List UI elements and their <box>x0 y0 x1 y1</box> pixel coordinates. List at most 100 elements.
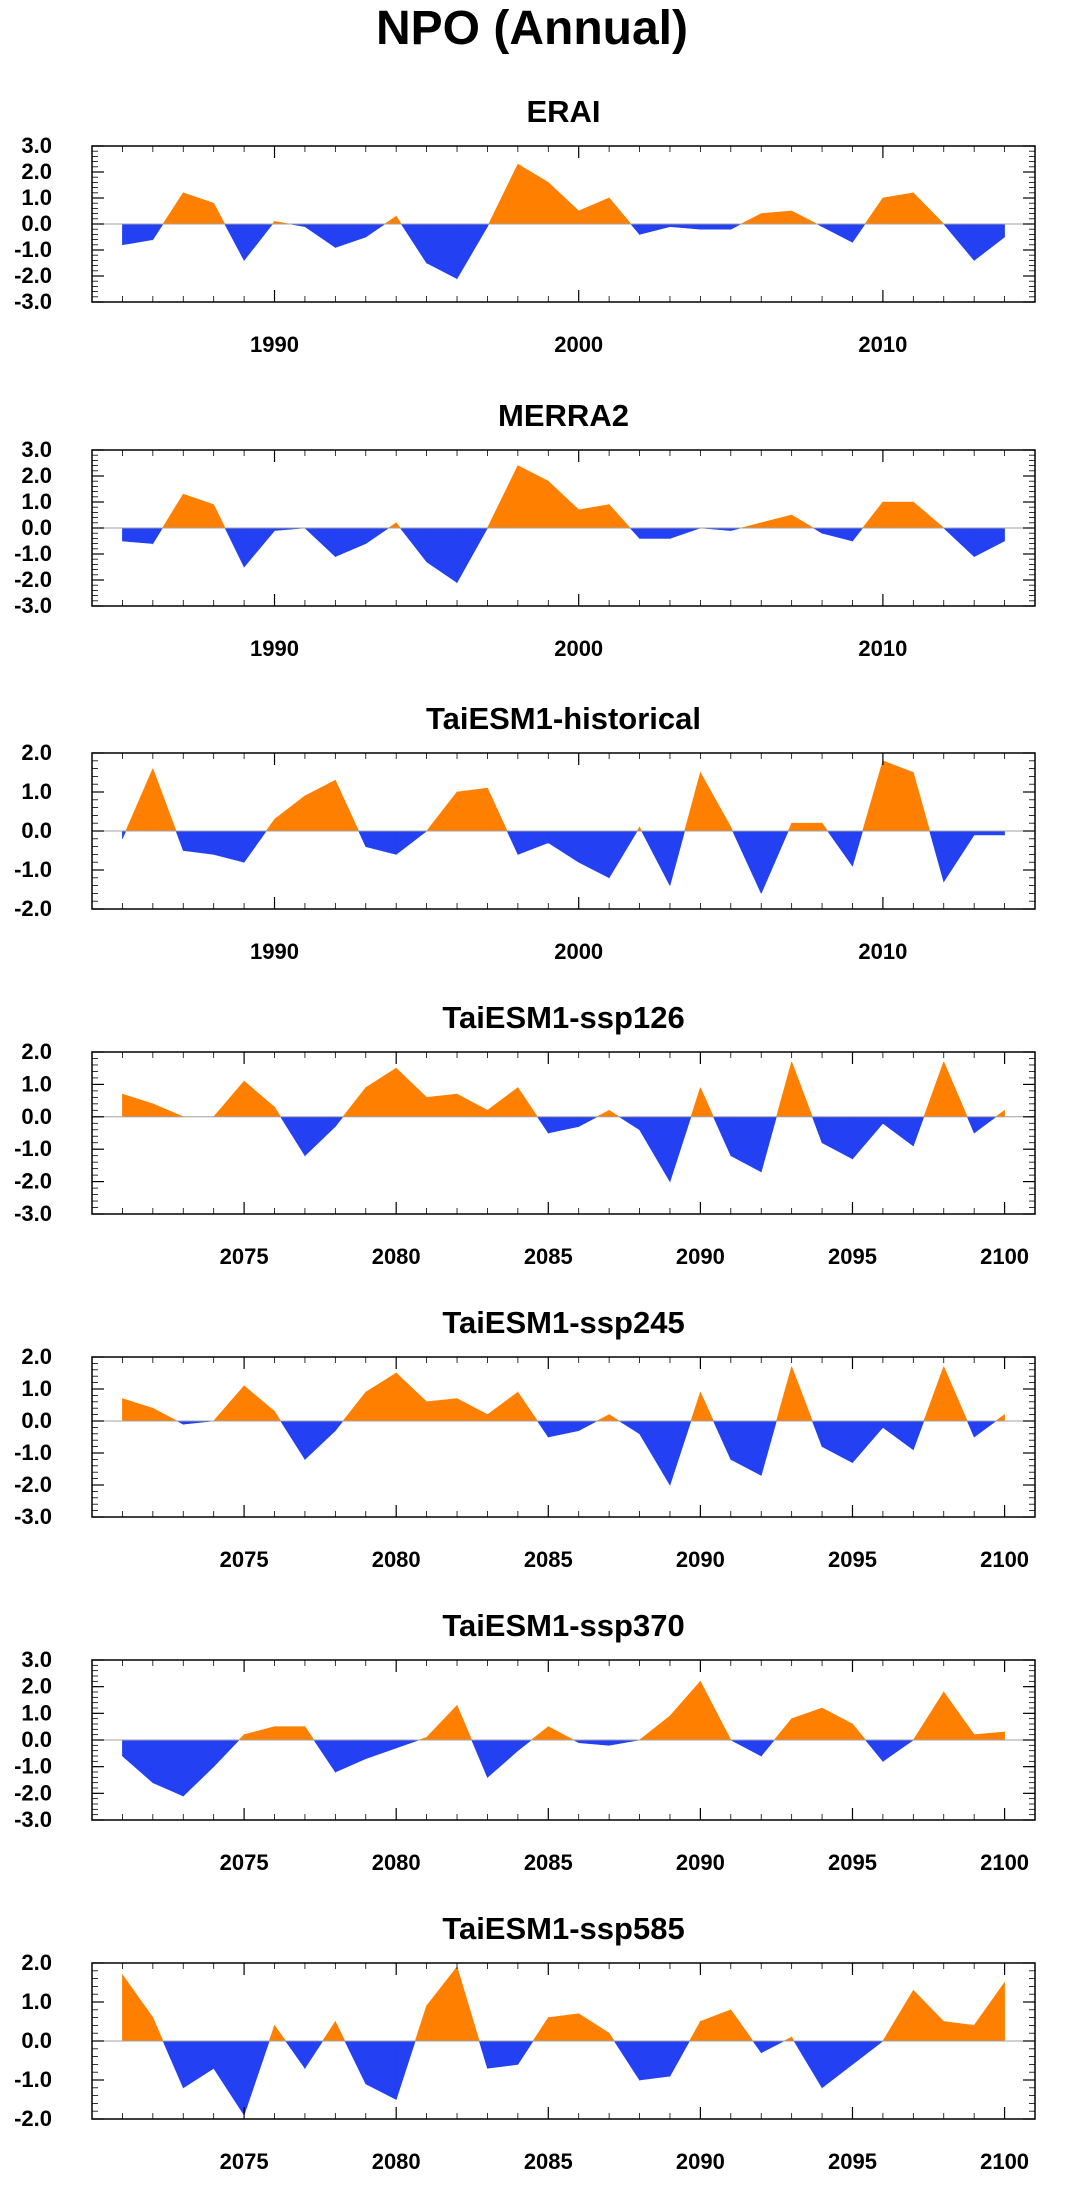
y-tick-label: 1.0 <box>21 1700 52 1725</box>
y-tick-label: 1.0 <box>21 779 52 804</box>
y-tick-label: 0.0 <box>21 1408 52 1433</box>
y-tick-label: -2.0 <box>14 2106 52 2131</box>
y-tick-label: -2.0 <box>14 896 52 921</box>
panel-2: TaiESM1-historical 2.0 1.0 0.0 -1.0 -2.0 1990 2… <box>14 701 1036 964</box>
x-axis: 1990 2000 2010 <box>91 753 1036 964</box>
y-axis: 2.0 1.0 0.0 -1.0 -2.0 -3.0 <box>14 1039 1035 1226</box>
y-axis: 2.0 1.0 0.0 -1.0 -2.0 <box>14 1950 1035 2131</box>
negative-anomaly-area <box>280 1116 997 1183</box>
y-tick-label: -3.0 <box>14 1807 52 1832</box>
x-tick-label: 2100 <box>980 1244 1029 1269</box>
y-axis: 2.0 1.0 0.0 -1.0 -2.0 <box>14 740 1035 921</box>
x-tick-label: 2075 <box>220 2149 269 2174</box>
x-tick-label: 2000 <box>554 636 603 661</box>
x-tick-label: 1990 <box>250 332 299 357</box>
x-tick-label: 2085 <box>524 2149 573 2174</box>
y-tick-label: -2.0 <box>14 263 52 288</box>
x-axis: 2075 2080 2085 2090 2095 2100 <box>91 1052 1036 1269</box>
x-tick-label: 1990 <box>250 636 299 661</box>
y-tick-label: -1.0 <box>14 1136 52 1161</box>
y-tick-label: -2.0 <box>14 1472 52 1497</box>
y-tick-label: 1.0 <box>21 185 52 210</box>
y-axis: 3.02.01.00.0-1.0-2.0-3.0 <box>14 133 1035 314</box>
y-tick-label: 1.0 <box>21 1071 52 1096</box>
y-tick-label: 2.0 <box>21 1674 52 1699</box>
y-tick-label: -1.0 <box>14 857 52 882</box>
x-tick-label: 2085 <box>524 1244 573 1269</box>
y-tick-label: 2.0 <box>21 1950 52 1975</box>
y-tick-label: -1.0 <box>14 237 52 262</box>
y-tick-label: 0.0 <box>21 211 52 236</box>
x-tick-label: 2010 <box>858 636 907 661</box>
negative-anomaly-area <box>177 1420 997 1487</box>
y-tick-label: -2.0 <box>14 1780 52 1805</box>
x-tick-label: 2095 <box>828 1244 877 1269</box>
positive-anomaly-area <box>162 163 945 225</box>
x-tick-label: 2080 <box>372 1244 421 1269</box>
x-tick-label: 2085 <box>524 1547 573 1572</box>
panel-title: TaiESM1-historical <box>426 701 701 736</box>
figure-title: NPO (Annual) <box>376 2 688 55</box>
x-tick-label: 1990 <box>250 939 299 964</box>
negative-anomaly-area <box>122 223 1005 280</box>
y-tick-label: 1.0 <box>21 1376 52 1401</box>
y-tick-label: 0.0 <box>21 818 52 843</box>
x-tick-label: 2100 <box>980 2149 1029 2174</box>
positive-anomaly-area <box>125 760 931 832</box>
panel-title: TaiESM1-ssp370 <box>442 1608 684 1643</box>
x-tick-label: 2080 <box>372 2149 421 2174</box>
x-tick-label: 2000 <box>554 939 603 964</box>
y-tick-label: -3.0 <box>14 1504 52 1529</box>
x-tick-label: 2095 <box>828 2149 877 2174</box>
y-tick-label: 3.0 <box>21 437 52 462</box>
x-tick-label: 2010 <box>858 332 907 357</box>
y-tick-label: -3.0 <box>14 289 52 314</box>
y-tick-label: 2.0 <box>21 1039 52 1064</box>
x-tick-label: 2095 <box>828 1850 877 1875</box>
y-tick-label: 2.0 <box>21 740 52 765</box>
y-tick-label: 2.0 <box>21 159 52 184</box>
y-tick-label: 0.0 <box>21 2028 52 2053</box>
y-tick-label: -2.0 <box>14 1169 52 1194</box>
negative-anomaly-area <box>122 830 1005 894</box>
x-tick-label: 2090 <box>676 1547 725 1572</box>
positive-anomaly-area <box>161 465 945 529</box>
x-tick-label: 2095 <box>828 1547 877 1572</box>
panel-title: ERAI <box>526 94 600 129</box>
y-tick-label: 3.0 <box>21 133 52 158</box>
x-axis: 1990 2000 2010 <box>91 450 1036 661</box>
y-tick-label: 0.0 <box>21 1727 52 1752</box>
x-tick-label: 2075 <box>220 1850 269 1875</box>
plot-frame <box>91 1051 1036 1215</box>
x-tick-label: 2080 <box>372 1547 421 1572</box>
y-axis: 3.02.01.00.0-1.0-2.0-3.0 <box>14 437 1035 618</box>
y-axis: 2.0 1.0 0.0 -1.0 -2.0 -3.0 <box>14 1344 1035 1529</box>
negative-anomaly-area <box>122 1739 915 1797</box>
y-tick-label: 3.0 <box>21 1647 52 1672</box>
anomaly-areas <box>122 163 1005 280</box>
panel-title: TaiESM1-ssp585 <box>442 1911 684 1946</box>
panel-title: TaiESM1-ssp126 <box>442 1000 684 1035</box>
y-tick-label: 0.0 <box>21 515 52 540</box>
y-axis: 3.02.01.00.0-1.0-2.0-3.0 <box>14 1647 1035 1832</box>
x-tick-label: 2010 <box>858 939 907 964</box>
anomaly-areas <box>122 465 1005 584</box>
panel-1: MERRA2 3.02.01.00.0-1.0-2.0-3.0 1990 2000 20… <box>14 398 1036 661</box>
x-tick-label: 2090 <box>676 2149 725 2174</box>
y-tick-label: 2.0 <box>21 463 52 488</box>
plot-frame <box>91 1356 1036 1518</box>
y-tick-label: -1.0 <box>14 1440 52 1465</box>
x-axis: 2075 2080 2085 2090 2095 2100 <box>91 1963 1036 2174</box>
y-tick-label: -3.0 <box>14 1201 52 1226</box>
positive-anomaly-area <box>122 1061 1005 1118</box>
x-tick-label: 2080 <box>372 1850 421 1875</box>
x-tick-label: 2100 <box>980 1547 1029 1572</box>
y-tick-label: -1.0 <box>14 2067 52 2092</box>
anomaly-areas <box>122 1061 1005 1183</box>
y-tick-label: 2.0 <box>21 1344 52 1369</box>
positive-anomaly-area <box>122 1966 1005 2042</box>
y-tick-label: 1.0 <box>21 489 52 514</box>
